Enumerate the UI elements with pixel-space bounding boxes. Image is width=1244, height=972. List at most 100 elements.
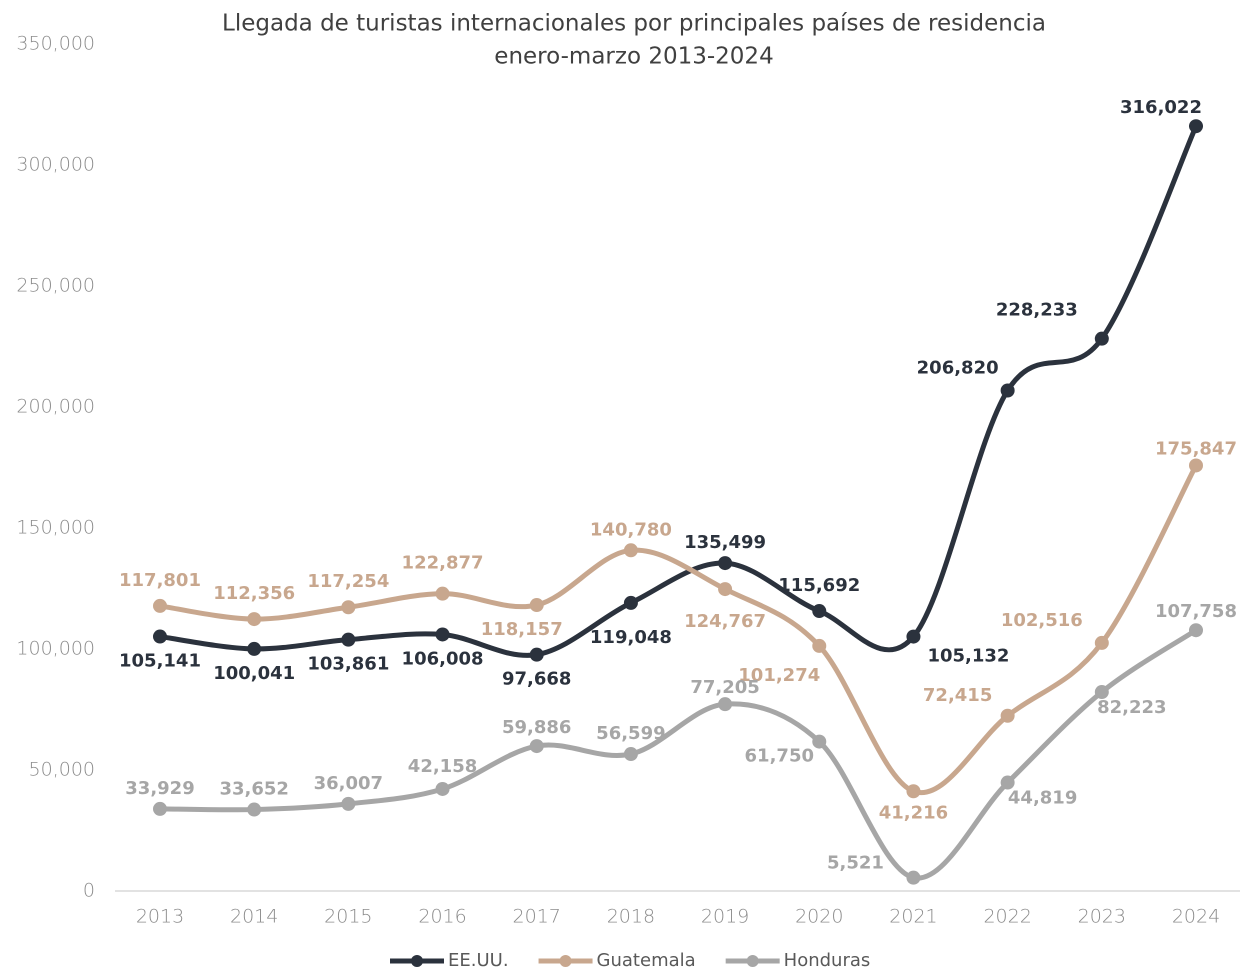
data-label: 72,415 bbox=[923, 685, 992, 706]
data-label: 61,750 bbox=[745, 746, 814, 767]
legend-label: EE.UU. bbox=[448, 950, 509, 971]
data-label: 119,048 bbox=[590, 627, 672, 648]
marker bbox=[623, 595, 638, 610]
data-label: 112,356 bbox=[213, 583, 295, 604]
marker bbox=[1000, 775, 1015, 790]
data-label: 82,223 bbox=[1097, 697, 1166, 718]
marker bbox=[718, 697, 733, 712]
data-label: 59,886 bbox=[502, 717, 571, 738]
marker bbox=[906, 629, 921, 644]
marker bbox=[1189, 623, 1203, 638]
marker bbox=[906, 870, 921, 885]
data-label: 140,780 bbox=[590, 519, 672, 540]
marker bbox=[529, 598, 544, 613]
y-tick-label: 150,000 bbox=[16, 517, 95, 539]
x-tick-label: 2019 bbox=[701, 906, 749, 928]
data-label: 97,668 bbox=[502, 669, 571, 690]
marker bbox=[623, 747, 638, 762]
marker bbox=[1094, 331, 1109, 346]
legend-label: Guatemala bbox=[597, 950, 696, 971]
x-tick-label: 2021 bbox=[889, 906, 937, 928]
legend-marker bbox=[559, 955, 572, 967]
marker bbox=[1094, 635, 1109, 650]
marker bbox=[153, 598, 167, 613]
data-label: 107,758 bbox=[1155, 601, 1237, 622]
y-tick-label: 300,000 bbox=[16, 154, 95, 176]
data-label: 135,499 bbox=[684, 532, 766, 553]
data-label: 117,254 bbox=[307, 571, 389, 592]
marker bbox=[812, 638, 827, 653]
marker bbox=[812, 604, 827, 619]
x-tick-label: 2013 bbox=[136, 906, 184, 928]
x-tick-label: 2014 bbox=[230, 906, 278, 928]
data-label: 77,205 bbox=[690, 677, 759, 698]
data-label: 44,819 bbox=[1008, 788, 1077, 809]
data-label: 36,007 bbox=[314, 773, 383, 794]
marker bbox=[247, 612, 262, 627]
x-tick-label: 2022 bbox=[983, 906, 1031, 928]
data-label: 103,861 bbox=[307, 654, 389, 675]
marker bbox=[718, 556, 733, 571]
x-tick-label: 2018 bbox=[607, 906, 655, 928]
x-tick-label: 2023 bbox=[1078, 906, 1126, 928]
marker bbox=[1000, 383, 1015, 398]
data-label: 41,216 bbox=[879, 802, 948, 823]
marker bbox=[529, 739, 544, 754]
data-label: 124,767 bbox=[684, 611, 766, 632]
marker bbox=[529, 647, 544, 662]
data-label: 206,820 bbox=[917, 357, 999, 378]
x-tick-label: 2017 bbox=[513, 906, 561, 928]
data-label: 105,141 bbox=[119, 651, 201, 672]
marker bbox=[435, 627, 450, 642]
marker bbox=[247, 641, 262, 656]
y-tick-label: 200,000 bbox=[16, 396, 95, 418]
marker bbox=[812, 734, 827, 749]
data-label: 118,157 bbox=[481, 619, 563, 640]
data-label: 115,692 bbox=[778, 575, 860, 596]
x-tick-label: 2024 bbox=[1172, 906, 1220, 928]
data-label: 316,022 bbox=[1120, 97, 1202, 118]
data-label: 5,521 bbox=[827, 853, 884, 874]
data-label: 42,158 bbox=[408, 756, 477, 777]
marker bbox=[153, 629, 167, 644]
legend-marker bbox=[411, 955, 423, 967]
chart-title: Llegada de turistas internacionales por … bbox=[222, 11, 1046, 37]
marker bbox=[153, 801, 167, 816]
data-label: 100,041 bbox=[213, 663, 295, 684]
marker bbox=[435, 781, 450, 796]
data-label: 106,008 bbox=[402, 648, 484, 669]
data-label: 33,929 bbox=[125, 778, 194, 799]
data-label: 56,599 bbox=[596, 723, 665, 744]
legend-label: Honduras bbox=[784, 950, 871, 971]
marker bbox=[623, 543, 638, 558]
marker bbox=[1000, 708, 1015, 723]
marker bbox=[341, 600, 356, 615]
chart-subtitle: enero-marzo 2013-2024 bbox=[494, 44, 773, 70]
x-tick-label: 2015 bbox=[324, 906, 372, 928]
data-label: 101,274 bbox=[738, 665, 820, 686]
marker bbox=[341, 632, 356, 647]
marker bbox=[247, 802, 262, 817]
y-tick-label: 0 bbox=[83, 880, 95, 902]
data-label: 228,233 bbox=[996, 300, 1078, 321]
marker bbox=[341, 796, 356, 811]
data-label: 102,516 bbox=[1001, 610, 1083, 631]
marker bbox=[1094, 685, 1109, 700]
y-tick-label: 100,000 bbox=[16, 638, 95, 660]
y-tick-label: 50,000 bbox=[29, 759, 95, 781]
data-label: 33,652 bbox=[219, 779, 288, 800]
x-tick-label: 2020 bbox=[795, 906, 843, 928]
marker bbox=[1189, 119, 1203, 134]
data-label: 105,132 bbox=[927, 646, 1009, 667]
marker bbox=[718, 582, 733, 597]
data-label: 122,877 bbox=[402, 553, 484, 574]
y-tick-label: 250,000 bbox=[16, 275, 95, 297]
y-tick-label: 350,000 bbox=[16, 33, 95, 55]
marker bbox=[1189, 458, 1203, 473]
data-label: 117,801 bbox=[119, 570, 201, 591]
marker bbox=[906, 784, 921, 799]
marker bbox=[435, 586, 450, 601]
data-label: 175,847 bbox=[1155, 438, 1237, 459]
legend-marker bbox=[746, 955, 759, 967]
